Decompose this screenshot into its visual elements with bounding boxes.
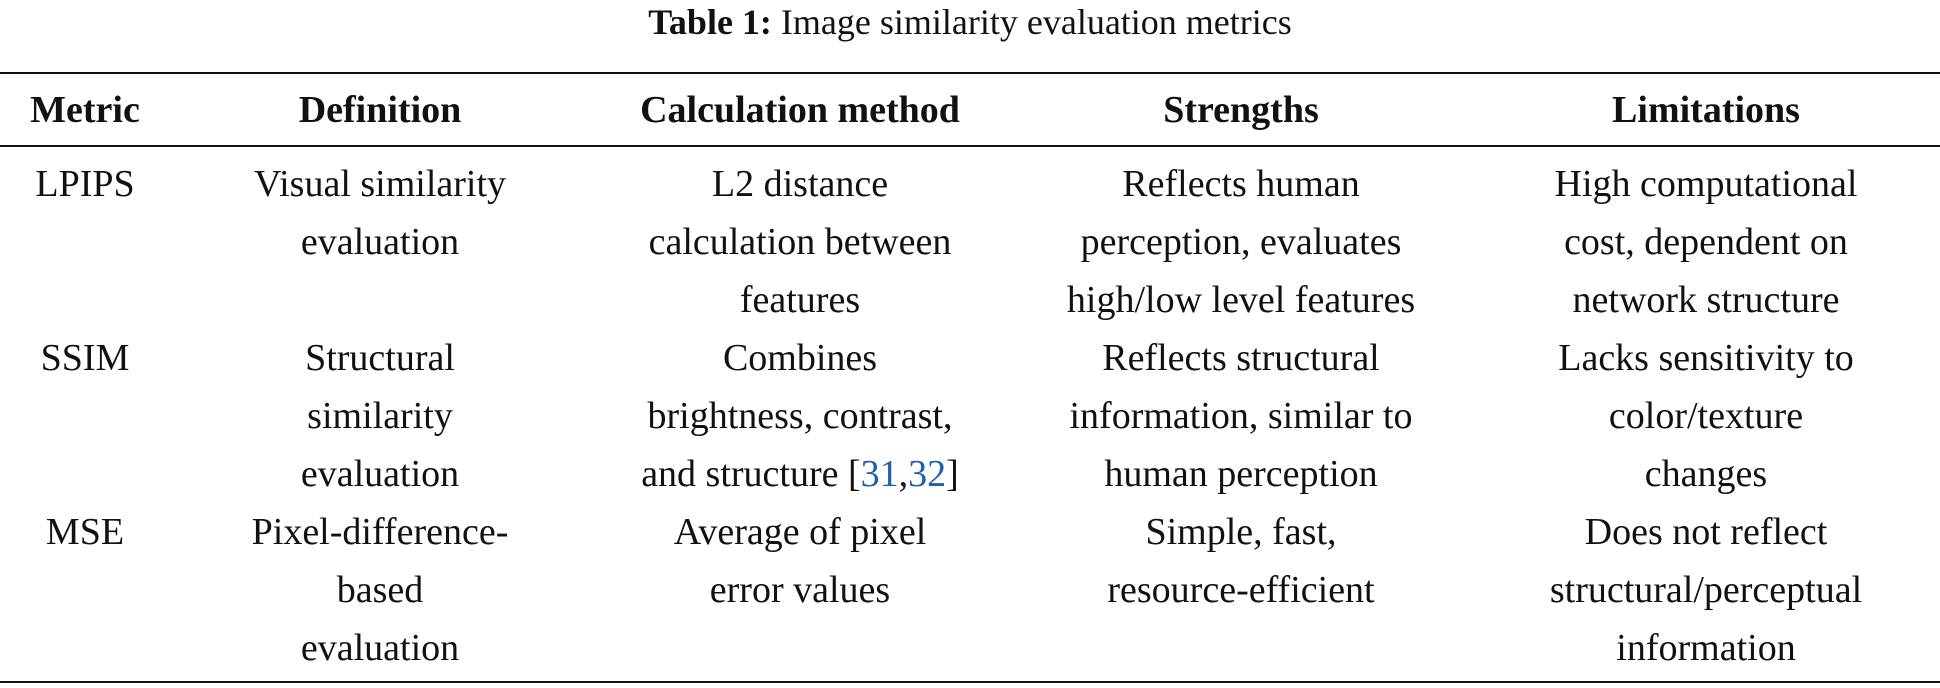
- strengths-line: Reflects structural: [1102, 337, 1380, 379]
- calculation-cell: Average of pixel error values: [590, 503, 1010, 677]
- header-definition: Definition: [298, 88, 462, 131]
- metric-name: LPIPS: [35, 163, 135, 205]
- definition-line: Pixel-difference-: [251, 511, 509, 553]
- metric-cell: MSE: [0, 503, 170, 677]
- limitations-line: Does not reflect: [1584, 511, 1828, 553]
- strengths-line: human perception: [1104, 453, 1378, 495]
- strengths-line: information, similar to: [1069, 395, 1413, 437]
- metric-cell: LPIPS: [0, 145, 170, 329]
- definition-line: Structural: [305, 337, 455, 379]
- calculation-line: brightness, contrast,: [647, 395, 953, 437]
- header-metric: Metric: [30, 88, 140, 131]
- table-caption: Table 1: Image similarity evaluation met…: [0, 2, 1940, 42]
- table-row: SSIM Structural similarity evaluation Co…: [0, 329, 1940, 503]
- metric-cell: SSIM: [0, 329, 170, 503]
- limitations-cell: High computational cost, dependent on ne…: [1472, 145, 1940, 329]
- strengths-line: high/low level features: [1066, 279, 1416, 321]
- metric-name: SSIM: [40, 337, 130, 379]
- citation-link-31[interactable]: 31: [860, 453, 899, 495]
- calculation-line: Combines: [722, 337, 878, 379]
- header-strengths: Strengths: [1163, 88, 1319, 131]
- table-row: MSE Pixel-difference- based evaluation A…: [0, 503, 1940, 677]
- definition-line: based: [336, 569, 424, 611]
- definition-line: similarity: [307, 395, 453, 437]
- strengths-cell: Reflects structural information, similar…: [1010, 329, 1472, 503]
- header-calculation-method: Calculation method: [640, 88, 960, 131]
- header-limitations: Limitations: [1612, 88, 1800, 131]
- calculation-cell: Combines brightness, contrast, and struc…: [590, 329, 1010, 503]
- limitations-line: information: [1616, 627, 1796, 669]
- definition-cell: Structural similarity evaluation: [170, 329, 590, 503]
- calculation-cell: L2 distance calculation between features: [590, 145, 1010, 329]
- definition-line: Visual similarity: [253, 163, 507, 205]
- calculation-text: and structure: [641, 453, 839, 495]
- definition-line: evaluation: [300, 221, 460, 263]
- bottom-rule: [0, 681, 1940, 683]
- calculation-line: error values: [709, 569, 891, 611]
- limitations-line: network structure: [1572, 279, 1840, 321]
- metrics-table: Metric Definition Calculation method Str…: [0, 74, 1940, 677]
- strengths-line: Simple, fast,: [1145, 511, 1337, 553]
- limitations-line: Lacks sensitivity to: [1558, 337, 1854, 379]
- definition-line: evaluation: [300, 627, 460, 669]
- limitations-line: cost, dependent on: [1564, 221, 1848, 263]
- calculation-line-with-citation: and structure [31,32]: [590, 445, 1010, 503]
- definition-line: evaluation: [300, 453, 460, 495]
- strengths-line: Reflects human: [1122, 163, 1360, 205]
- citation-open-bracket: [: [848, 453, 861, 495]
- strengths-line: perception, evaluates: [1080, 221, 1402, 263]
- calculation-line: Average of pixel: [673, 511, 927, 553]
- caption-text: Image similarity evaluation metrics: [780, 2, 1292, 42]
- limitations-line: structural/perceptual: [1549, 569, 1863, 611]
- limitations-line: changes: [1644, 453, 1768, 495]
- strengths-cell: Simple, fast, resource-efficient: [1010, 503, 1472, 677]
- strengths-cell: Reflects human perception, evaluates hig…: [1010, 145, 1472, 329]
- table-row: LPIPS Visual similarity evaluation L2 di…: [0, 145, 1940, 329]
- top-rule: [0, 72, 1940, 74]
- caption-label: Table 1:: [648, 2, 772, 42]
- definition-cell: Visual similarity evaluation: [170, 145, 590, 329]
- limitations-cell: Lacks sensitivity to color/texture chang…: [1472, 329, 1940, 503]
- limitations-cell: Does not reflect structural/perceptual i…: [1472, 503, 1940, 677]
- citation-link-32[interactable]: 32: [908, 453, 947, 495]
- calculation-line: L2 distance: [711, 163, 889, 205]
- header-rule: [0, 145, 1940, 147]
- calculation-line: calculation between: [648, 221, 952, 263]
- citation-close-bracket: ]: [946, 453, 959, 495]
- definition-cell: Pixel-difference- based evaluation: [170, 503, 590, 677]
- citation-separator: ,: [898, 453, 909, 495]
- limitations-line: High computational: [1554, 163, 1858, 205]
- calculation-line: features: [739, 279, 861, 321]
- limitations-line: color/texture: [1608, 395, 1804, 437]
- header-row: Metric Definition Calculation method Str…: [0, 74, 1940, 145]
- metric-name: MSE: [45, 511, 125, 553]
- strengths-line: resource-efficient: [1107, 569, 1375, 611]
